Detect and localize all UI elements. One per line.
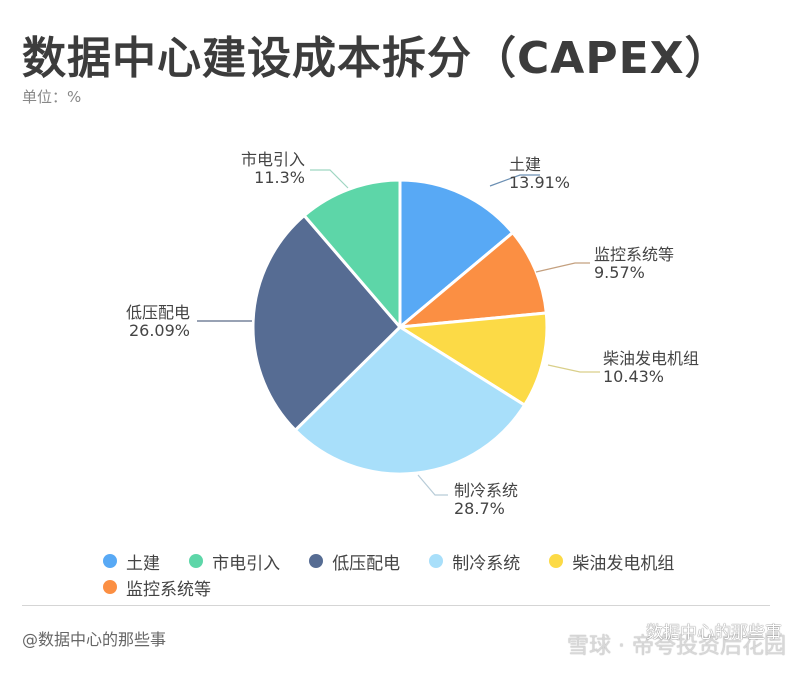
legend-label: 柴油发电机组 [572, 553, 675, 574]
leader-lines [197, 169, 600, 496]
slice-label-shidian: 市电引入 11.3% [241, 151, 305, 187]
slice-label-name: 土建 [509, 155, 542, 174]
watermark-text: 雪球 · 帝夸投资后花园 [567, 634, 786, 659]
legend-label: 市电引入 [212, 553, 281, 574]
slice-label-value: 13.91% [509, 173, 571, 192]
legend-item-shidian[interactable]: 市电引入 [189, 548, 280, 574]
pie-slices [251, 178, 549, 476]
legend-dot-icon [103, 554, 117, 568]
legend-dot-icon [549, 554, 564, 568]
slice-label-zhileng: 制冷系统 28.7% [454, 482, 518, 518]
legend-item-diya[interactable]: 低压配电 [309, 548, 400, 574]
slice-label-value: 11.3% [254, 168, 305, 187]
slice-label-name: 市电引入 [240, 150, 305, 169]
chart-title: 数据中心建设成本拆分（CAPEX） [22, 33, 730, 84]
pie-slice[interactable] [398, 311, 549, 407]
footer-divider [22, 605, 770, 606]
legend-dot-icon [189, 554, 204, 568]
legend-item-chaiyou[interactable]: 柴油发电机组 [549, 548, 674, 574]
pie-slice[interactable] [302, 178, 402, 329]
slice-label-name: 制冷系统 [454, 481, 519, 500]
slice-label-value: 9.57% [594, 263, 645, 282]
slice-label-value: 26.09% [128, 321, 190, 340]
legend-label: 制冷系统 [452, 553, 521, 574]
legend-item-jiankong[interactable]: 监控系统等 [103, 574, 211, 600]
watermark: 雪球 · 帝夸投资后花园 数据中心的那些事 [567, 623, 786, 660]
watermark-overlay-text: 数据中心的那些事 [646, 623, 782, 643]
legend-label: 土建 [126, 553, 160, 574]
legend-dot-icon [309, 554, 324, 568]
legend-dot-icon [429, 554, 444, 568]
legend-dot-icon [103, 580, 117, 594]
slice-label-chaiyou: 柴油发电机组 10.43% [603, 350, 699, 386]
pie-slice[interactable] [293, 325, 527, 476]
leader-line-zhileng [417, 474, 448, 496]
leader-line-shidian [310, 169, 349, 189]
slice-label-name: 低压配电 [125, 303, 190, 322]
source-credit: @数据中心的那些事 [22, 630, 167, 649]
slice-label-value: 28.7% [454, 499, 505, 518]
pie-slice[interactable] [251, 214, 402, 432]
legend-label: 监控系统等 [126, 579, 211, 600]
slice-label-jiankong: 监控系统等 9.57% [594, 246, 674, 282]
legend-item-zhileng[interactable]: 制冷系统 [429, 548, 520, 574]
leader-line-jiankong [535, 262, 590, 273]
unit-label: 单位：% [22, 88, 82, 106]
legend-item-tujian[interactable]: 土建 [103, 548, 160, 574]
pie-slice[interactable] [398, 231, 548, 329]
slice-label-tujian: 土建 13.91% [509, 156, 570, 192]
slice-label-diya: 低压配电 26.09% [126, 304, 190, 340]
slice-label-name: 柴油发电机组 [603, 349, 700, 368]
pie-slice[interactable] [398, 178, 515, 329]
slice-label-name: 监控系统等 [594, 245, 675, 264]
leader-line-chaiyou [547, 364, 600, 373]
legend-label: 低压配电 [332, 553, 401, 574]
leader-line-tujian [489, 174, 540, 187]
chart-legend: 土建 市电引入 低压配电 制冷系统 柴油发电机组 监控系统等 [103, 548, 723, 600]
slice-label-value: 10.43% [603, 367, 665, 386]
